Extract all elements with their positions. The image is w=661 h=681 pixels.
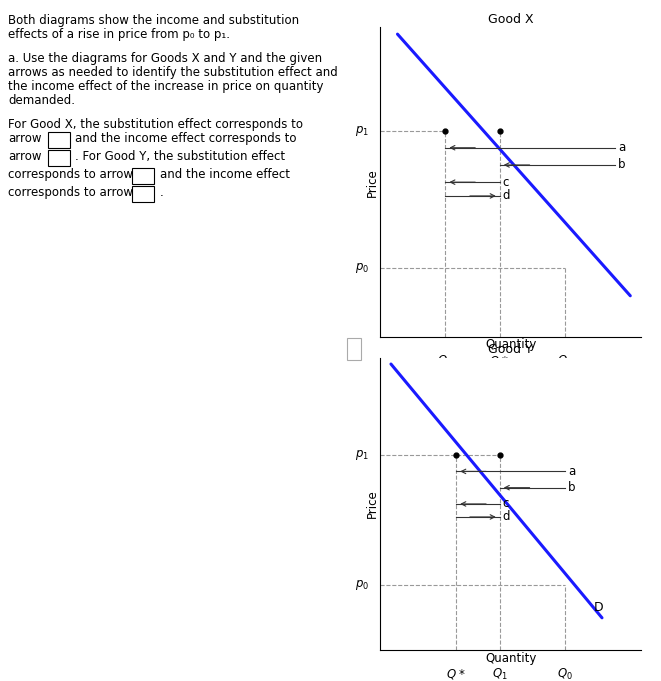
Text: . For Good Y, the substitution effect: . For Good Y, the substitution effect xyxy=(75,150,285,163)
Text: c: c xyxy=(502,176,508,189)
Text: ▼: ▼ xyxy=(139,168,147,178)
Title: Good Y: Good Y xyxy=(488,343,533,356)
Y-axis label: Price: Price xyxy=(366,168,379,197)
Text: For Good X, the substitution effect corresponds to: For Good X, the substitution effect corr… xyxy=(8,118,303,131)
Text: Both diagrams show the income and substitution: Both diagrams show the income and substi… xyxy=(8,14,299,27)
FancyBboxPatch shape xyxy=(48,132,70,148)
FancyBboxPatch shape xyxy=(347,338,361,360)
X-axis label: Quantity: Quantity xyxy=(485,652,536,665)
Text: $Q_1$: $Q_1$ xyxy=(438,354,453,369)
Text: $p_0$: $p_0$ xyxy=(355,262,369,275)
Text: $Q$ *: $Q$ * xyxy=(490,354,510,368)
FancyBboxPatch shape xyxy=(132,186,154,202)
Text: $Q_0$: $Q_0$ xyxy=(557,354,573,369)
Text: b: b xyxy=(618,159,626,172)
Text: $p_1$: $p_1$ xyxy=(355,123,369,138)
Text: $p_1$: $p_1$ xyxy=(355,448,369,462)
FancyBboxPatch shape xyxy=(48,150,70,166)
Text: c: c xyxy=(502,497,508,511)
Text: $p_0$: $p_0$ xyxy=(355,578,369,592)
Text: d: d xyxy=(502,189,510,202)
Y-axis label: Price: Price xyxy=(366,490,379,518)
X-axis label: Quantity: Quantity xyxy=(485,338,536,351)
Text: arrow: arrow xyxy=(8,150,42,163)
Text: d: d xyxy=(502,511,510,524)
Title: Good X: Good X xyxy=(488,13,533,26)
Text: $Q_1$: $Q_1$ xyxy=(492,667,508,681)
Text: effects of a rise in price from p₀ to p₁.: effects of a rise in price from p₀ to p₁… xyxy=(8,28,230,41)
Text: ⋮: ⋮ xyxy=(348,345,360,358)
Text: .: . xyxy=(160,186,164,199)
Text: and the income effect corresponds to: and the income effect corresponds to xyxy=(75,132,297,145)
Text: ▼: ▼ xyxy=(139,186,147,196)
Text: a: a xyxy=(618,141,625,154)
Text: arrows as needed to identify the substitution effect and: arrows as needed to identify the substit… xyxy=(8,66,338,79)
Text: ▼: ▼ xyxy=(56,132,63,142)
Text: $Q$ *: $Q$ * xyxy=(446,667,467,680)
Text: a: a xyxy=(568,465,576,478)
Text: D: D xyxy=(594,601,603,614)
Text: ▼: ▼ xyxy=(56,150,63,160)
Text: b: b xyxy=(568,481,576,494)
Text: corresponds to arrow: corresponds to arrow xyxy=(8,186,133,199)
Text: the income effect of the increase in price on quantity: the income effect of the increase in pri… xyxy=(8,80,323,93)
Text: corresponds to arrow: corresponds to arrow xyxy=(8,168,133,181)
Text: $Q_0$: $Q_0$ xyxy=(557,667,573,681)
Text: and the income effect: and the income effect xyxy=(160,168,290,181)
Text: arrow: arrow xyxy=(8,132,42,145)
FancyBboxPatch shape xyxy=(132,168,154,184)
Text: demanded.: demanded. xyxy=(8,94,75,107)
Text: a. Use the diagrams for Goods X and Y and the given: a. Use the diagrams for Goods X and Y an… xyxy=(8,52,322,65)
